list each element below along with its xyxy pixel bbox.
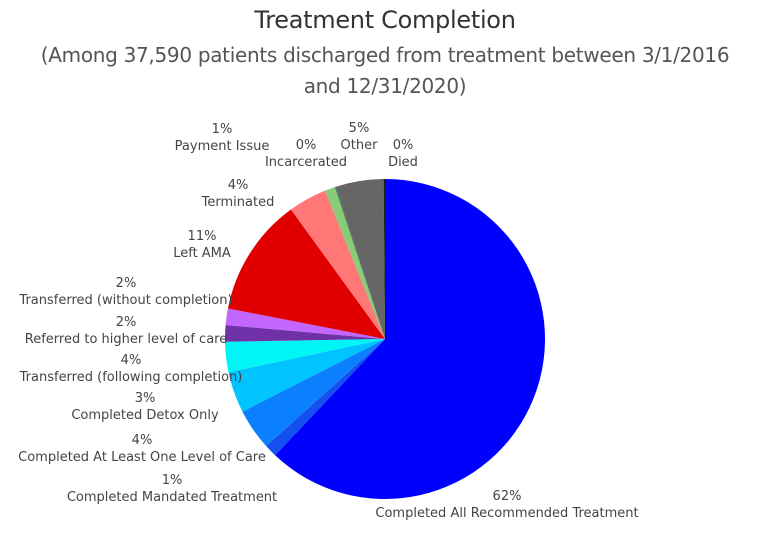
subtitle-line-1: (Among 37,590 patients discharged from t… <box>40 43 730 67</box>
slice-name: Transferred (following completion) <box>19 370 243 385</box>
slice-name: Payment Issue <box>174 139 270 154</box>
pie-slice-transferred-following-completion[interactable] <box>225 339 385 373</box>
slice-percent: 4% <box>120 353 142 368</box>
chart-subtitle: (Among 37,590 patients discharged from t… <box>0 40 770 102</box>
slice-name: Completed All Recommended Treatment <box>375 506 639 521</box>
slice-label: 2% Referred to higher level of care <box>25 314 227 348</box>
slice-label: 2% Transferred (without completion) <box>19 275 232 309</box>
slice-label: 4% Transferred (following completion) <box>20 352 243 386</box>
slice-percent: 0% <box>392 138 414 153</box>
slice-percent: 11% <box>187 229 217 244</box>
pie-slice-completed-all-recommended-treatment[interactable] <box>275 179 546 500</box>
slice-label: 4% Completed At Least One Level of Care <box>18 432 266 466</box>
pie-slice-other[interactable] <box>335 179 385 339</box>
slice-label: 62% Completed All Recommended Treatment <box>375 488 638 522</box>
slice-name: Referred to higher level of care <box>24 332 228 347</box>
slice-percent: 1% <box>161 473 183 488</box>
slice-name: Terminated <box>201 195 275 210</box>
pie-slice-payment-issue[interactable] <box>325 187 385 339</box>
pie-slice-left-ama[interactable] <box>227 209 385 339</box>
slice-label: 1% Payment Issue <box>175 121 270 155</box>
slice-name: Completed Detox Only <box>71 408 219 423</box>
slice-percent: 4% <box>131 433 153 448</box>
slice-name: Incarcerated <box>264 155 348 170</box>
slice-name: Completed At Least One Level of Care <box>18 450 266 465</box>
pie-slice-died[interactable] <box>383 179 385 339</box>
slice-percent: 2% <box>115 315 137 330</box>
pie-slice-incarcerated[interactable] <box>334 186 385 339</box>
subtitle-line-2: and 12/31/2020) <box>303 74 467 98</box>
slice-percent: 4% <box>227 178 249 193</box>
pie-slice-completed-detox-only[interactable] <box>228 339 386 412</box>
slice-name: Died <box>388 155 418 170</box>
pie-slice-terminated[interactable] <box>290 190 385 339</box>
chart-title: Treatment Completion <box>254 6 516 34</box>
slice-label: 3% Completed Detox Only <box>71 390 218 424</box>
slice-label: 11% Left AMA <box>173 228 231 262</box>
pie-slice-completed-at-least-one-level-of-care[interactable] <box>242 339 385 447</box>
slice-percent: 0% <box>295 138 317 153</box>
slice-label: 4% Terminated <box>202 177 275 211</box>
slice-percent: 3% <box>134 391 156 406</box>
slice-label: 0% Incarcerated <box>265 137 347 171</box>
slice-name: Completed Mandated Treatment <box>66 490 278 505</box>
slice-percent: 5% <box>348 121 370 136</box>
pie-slice-transferred-without-completion[interactable] <box>225 308 385 339</box>
slice-percent: 62% <box>492 489 522 504</box>
slice-label: 5% Other <box>341 120 378 154</box>
slice-label: 0% Died <box>388 137 418 171</box>
pie-slice-referred-to-higher-level-of-care[interactable] <box>224 325 385 342</box>
slice-percent: 1% <box>211 122 233 137</box>
slice-name: Transferred (without completion) <box>19 293 233 308</box>
slice-label: 1% Completed Mandated Treatment <box>67 472 277 506</box>
pie-slice-completed-mandated-treatment[interactable] <box>266 339 385 456</box>
slice-percent: 2% <box>115 276 137 291</box>
slice-name: Left AMA <box>173 246 231 261</box>
slice-name: Other <box>340 138 378 153</box>
